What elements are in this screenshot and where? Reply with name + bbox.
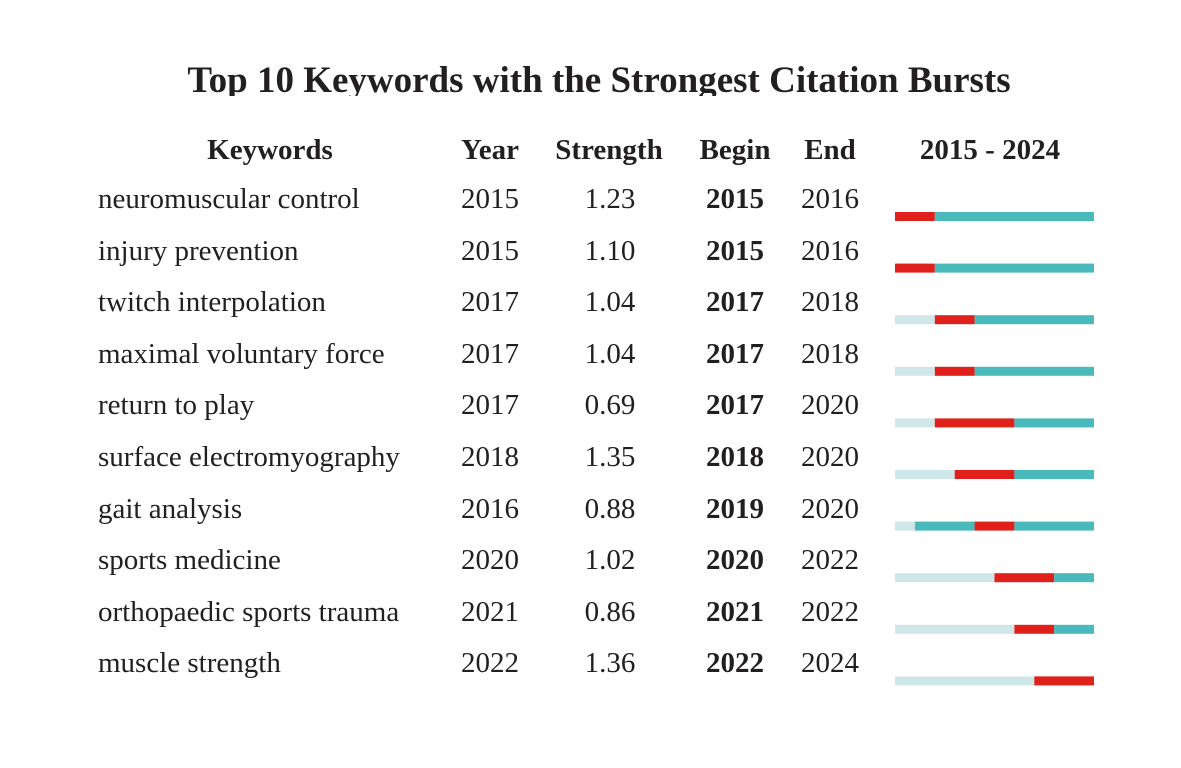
burst-bar-burst-segment	[895, 263, 935, 273]
begin-cell: 2017	[706, 389, 764, 422]
begin-cell: 2017	[706, 337, 764, 370]
header-keywords: Keywords	[207, 134, 333, 166]
burst-bar-burst-segment	[954, 470, 1015, 479]
keyword-cell: surface electromyography	[98, 441, 400, 473]
burst-bar-inactive-segment	[895, 521, 915, 531]
year-cell: 2021	[461, 595, 519, 628]
burst-bar-active-segment	[1014, 418, 1094, 428]
end-cell: 2016	[801, 234, 859, 267]
header-strength: Strength	[555, 134, 663, 166]
end-cell: 2020	[801, 389, 859, 422]
begin-cell: 2019	[706, 492, 764, 525]
burst-bar-active-segment	[934, 263, 1094, 273]
year-cell: 2017	[461, 389, 519, 422]
burst-bar-inactive-segment	[895, 624, 1015, 634]
keyword-cell: neuromuscular control	[98, 183, 360, 215]
end-cell: 2018	[801, 337, 859, 370]
strength-cell: 0.69	[584, 389, 636, 422]
begin-cell: 2021	[706, 595, 764, 628]
burst-bar-active-segment	[974, 366, 1094, 376]
year-cell: 2022	[461, 647, 519, 680]
strength-cell: 1.10	[584, 234, 636, 267]
burst-bar-burst-segment	[934, 418, 1015, 428]
keyword-cell: sports medicine	[98, 544, 281, 577]
header-range: 2015 - 2024	[919, 134, 1061, 166]
year-cell: 2015	[461, 183, 519, 215]
burst-bar-inactive-segment	[895, 470, 955, 479]
begin-cell: 2015	[706, 234, 764, 267]
burst-bar-active-segment	[934, 212, 1094, 221]
keyword-cell: muscle strength	[98, 647, 281, 680]
strength-cell: 1.02	[584, 544, 636, 577]
header-year: Year	[461, 134, 519, 166]
burst-bar-burst-segment	[895, 212, 935, 221]
keyword-cell: return to play	[98, 389, 255, 422]
year-cell: 2017	[461, 286, 519, 319]
keyword-cell: orthopaedic sports trauma	[98, 595, 400, 628]
begin-cell: 2018	[706, 441, 764, 473]
year-cell: 2017	[461, 337, 519, 370]
burst-bar-burst-segment	[1014, 624, 1055, 634]
strength-cell: 1.04	[584, 286, 636, 319]
burst-bar-inactive-segment	[895, 315, 935, 325]
end-cell: 2024	[801, 647, 859, 680]
strength-cell: 1.04	[584, 337, 636, 370]
year-cell: 2018	[461, 441, 519, 473]
burst-bar-burst-segment	[994, 573, 1055, 583]
begin-cell: 2017	[706, 286, 764, 319]
end-cell: 2020	[801, 492, 859, 525]
year-cell: 2020	[461, 544, 519, 577]
burst-bar-active-segment	[1054, 573, 1094, 583]
burst-bar-inactive-segment	[895, 676, 1035, 686]
burst-bar-burst-segment	[1034, 676, 1094, 686]
strength-cell: 0.88	[584, 492, 636, 525]
keyword-cell: gait analysis	[98, 492, 243, 525]
end-cell: 2022	[801, 595, 859, 628]
end-cell: 2020	[801, 441, 859, 473]
burst-bar-active-segment	[974, 315, 1094, 325]
burst-bar-active-segment	[1014, 521, 1094, 531]
burst-bar-active-segment	[1014, 470, 1094, 479]
strength-cell: 1.36	[584, 647, 636, 680]
end-cell: 2016	[801, 183, 859, 215]
year-cell: 2016	[461, 492, 519, 525]
burst-bar-active-segment	[1054, 624, 1094, 634]
strength-cell: 1.23	[584, 183, 636, 215]
burst-bar-active-segment	[914, 521, 975, 531]
begin-cell: 2015	[706, 183, 764, 215]
chart-title: Top 10 Keywords with the Strongest Citat…	[187, 60, 1011, 96]
burst-bar-inactive-segment	[895, 418, 935, 428]
keyword-cell: injury prevention	[98, 234, 299, 267]
end-cell: 2018	[801, 286, 859, 319]
keyword-cell: twitch interpolation	[98, 286, 326, 319]
header-begin: Begin	[699, 134, 771, 166]
keyword-cell: maximal voluntary force	[98, 337, 385, 370]
strength-cell: 1.35	[584, 441, 636, 473]
begin-cell: 2022	[706, 647, 764, 680]
begin-cell: 2020	[706, 544, 764, 577]
burst-bar-inactive-segment	[895, 573, 995, 583]
burst-bar-burst-segment	[974, 521, 1015, 531]
header-end: End	[804, 134, 856, 166]
year-cell: 2015	[461, 234, 519, 267]
end-cell: 2022	[801, 544, 859, 577]
burst-bar-inactive-segment	[895, 366, 935, 376]
strength-cell: 0.86	[584, 595, 636, 628]
burst-bar-burst-segment	[934, 366, 975, 376]
burst-bar-burst-segment	[934, 315, 975, 325]
